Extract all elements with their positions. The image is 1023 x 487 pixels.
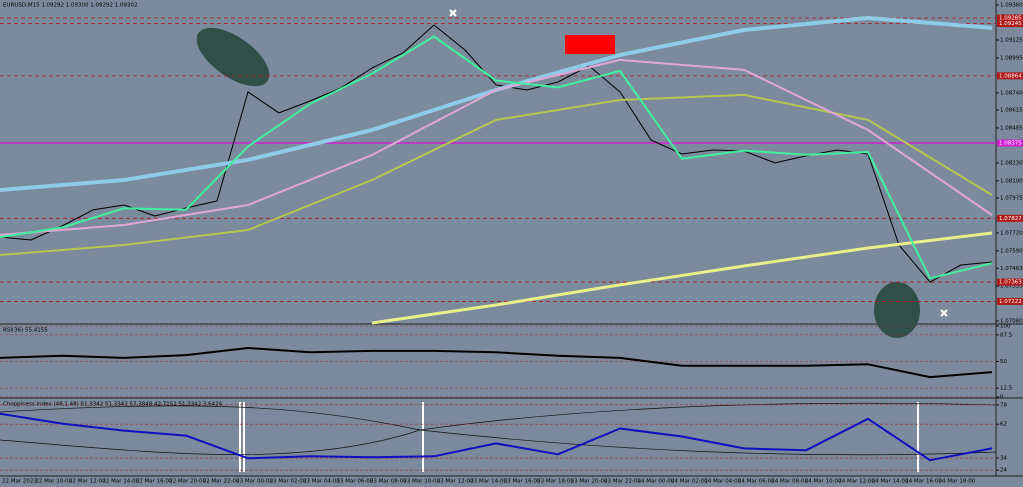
price-level-label: 1.08864 (999, 73, 1022, 79)
time-label: 23 Mar 16:00 (504, 479, 541, 485)
time-label: 24 Mar 06:00 (738, 479, 775, 485)
price-level-tag (997, 72, 1023, 80)
y-tick-label: 50 (1000, 359, 1007, 365)
band-line (0, 429, 997, 456)
highlight-box (565, 35, 615, 54)
price-level-tag (997, 139, 1023, 147)
time-label: 23 Mar 08:00 (370, 479, 407, 485)
y-tick-label: 1.08615 (1000, 108, 1023, 114)
time-label: 23 Mar 00:00 (236, 479, 273, 485)
time-label: 24 Mar 12:00 (838, 479, 875, 485)
highlight-ellipse (874, 282, 920, 338)
time-label: 22 Mar 12:00 (69, 479, 106, 485)
y-tick-label: 1.09125 (1000, 37, 1023, 43)
series-line (371, 231, 993, 325)
y-tick-label: 1.08100 (1000, 178, 1023, 184)
y-tick-label: 1.07463 (1000, 266, 1023, 272)
price-level-tag (997, 14, 1023, 22)
chop-header: Choppiness Index (48,1.48) 51.3342 51.33… (3, 402, 223, 408)
time-label: 23 Mar 22:00 (604, 479, 641, 485)
y-tick-label: 100 (1000, 324, 1011, 330)
series-line (0, 412, 993, 462)
time-label: 24 Mar 14:00 (872, 479, 909, 485)
y-tick-label: 1.07333 (1000, 284, 1023, 290)
y-tick-label: 78 (1000, 402, 1007, 408)
price-level-label: 1.07222 (999, 299, 1022, 305)
y-tick-label: 1.08740 (1000, 90, 1023, 96)
price-level-tag (997, 214, 1023, 222)
price-level-label: 1.07363 (999, 280, 1022, 286)
time-label: 24 Mar 08:00 (771, 479, 808, 485)
time-label: 23 Mar 10:00 (403, 479, 440, 485)
chop-markers (0, 402, 997, 472)
y-tick-label: 0 (1000, 395, 1004, 401)
series-line (0, 58, 993, 236)
series-line (0, 93, 993, 256)
time-label: 22 Mar 22:00 (203, 479, 240, 485)
y-tick-label: 1.09380 (1000, 2, 1023, 8)
price-level-label: 1.09285 (999, 15, 1022, 21)
time-label: 22 Mar 14:00 (102, 479, 139, 485)
time-label: 24 Mar 16:00 (905, 479, 942, 485)
y-tick-label: 1.08230 (1000, 160, 1023, 166)
price-level-label: 1.08375 (999, 141, 1022, 147)
time-label: 23 Mar 14:00 (470, 479, 507, 485)
time-label: 24 Mar 18:00 (939, 479, 976, 485)
series-line (0, 24, 993, 283)
price-level-tag (997, 19, 1023, 27)
time-label: 24 Mar 10:00 (805, 479, 842, 485)
y-tick-label: 1.07590 (1000, 248, 1023, 254)
time-label: 24 Mar 02:00 (671, 479, 708, 485)
time-label: 23 Mar 06:00 (336, 479, 373, 485)
time-label: 22 Mar 16:00 (136, 479, 173, 485)
time-label: 23 Mar 18:00 (537, 479, 574, 485)
time-label: 22 Mar 2023 (2, 479, 37, 485)
y-tick-label: 1.07975 (1000, 195, 1023, 201)
y-tick-label: 1.07720 (1000, 231, 1023, 237)
time-label: 22 Mar 20:00 (169, 479, 206, 485)
y-tick-label: 87.5 (1000, 332, 1013, 338)
cross-marker (940, 309, 948, 317)
price-level-label: 1.09245 (999, 21, 1022, 27)
y-tick-label: 1.08995 (1000, 55, 1023, 61)
time-label: 23 Mar 02:00 (270, 479, 307, 485)
time-label: 23 Mar 20:00 (571, 479, 608, 485)
price-level-tag (997, 297, 1023, 305)
y-tick-label: 12.5 (1000, 386, 1013, 392)
y-tick-label: 34 (1000, 456, 1007, 462)
time-label: 24 Mar 00:00 (638, 479, 675, 485)
rsi-header: RSI(36) 55.4155 (3, 328, 48, 334)
band-line (0, 402, 997, 431)
series-line (0, 35, 993, 280)
time-label: 23 Mar 04:00 (303, 479, 340, 485)
main-header: EURUSD,M15 1.09292 1.09300 1.09292 1.093… (3, 3, 138, 9)
price-level-tag (997, 278, 1023, 286)
price-level-label: 1.07827 (999, 216, 1022, 222)
time-label: 24 Mar 04:00 (704, 479, 741, 485)
y-tick-label: 1.08485 (1000, 125, 1023, 131)
cross-marker (449, 9, 457, 17)
time-label: 23 Mar 12:00 (437, 479, 474, 485)
highlight-ellipse (196, 27, 270, 87)
series-line (0, 347, 993, 379)
time-label: 22 Mar 10:00 (35, 479, 72, 485)
y-tick-label: 62 (1000, 422, 1007, 428)
y-tick-label: 1.07080 (1000, 318, 1023, 324)
y-tick-label: 24 (1000, 468, 1007, 474)
